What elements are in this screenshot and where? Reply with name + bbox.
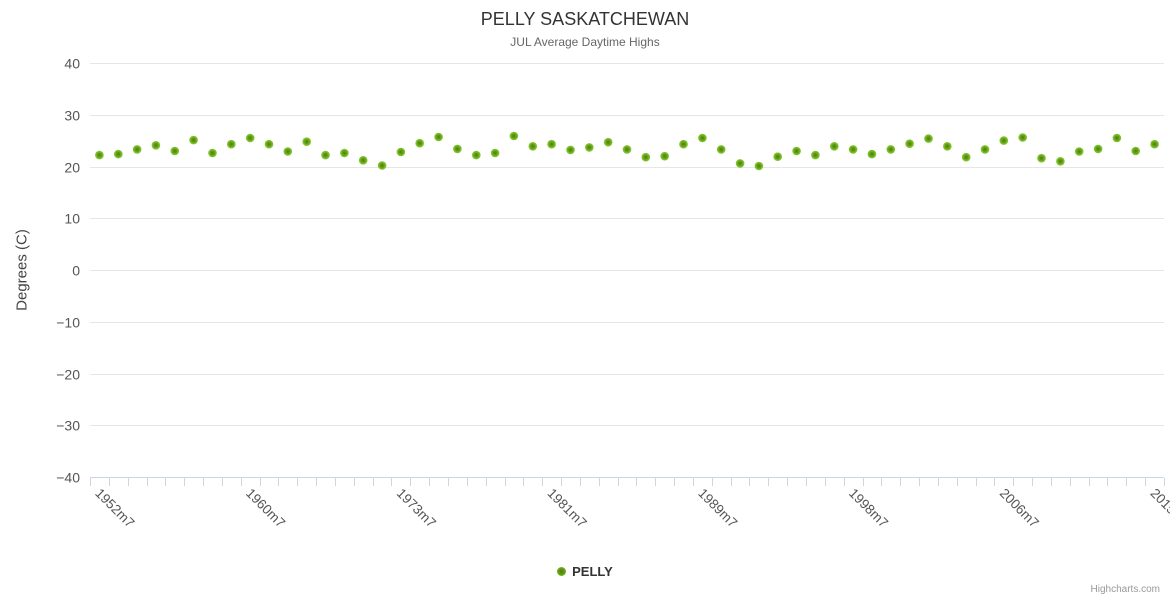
data-point[interactable]: [245, 133, 255, 143]
x-axis-label: 2015m7: [1147, 486, 1170, 531]
y-axis-label: −40: [56, 470, 80, 486]
data-point[interactable]: [170, 146, 180, 156]
data-point[interactable]: [208, 148, 217, 158]
data-point[interactable]: [660, 151, 669, 161]
legend-item[interactable]: PELLY: [0, 562, 1170, 580]
data-point[interactable]: [848, 145, 858, 154]
x-axis-label: 1973m7: [394, 486, 439, 531]
data-point[interactable]: [1093, 144, 1103, 154]
data-point[interactable]: [1018, 133, 1027, 142]
data-point[interactable]: [283, 147, 293, 156]
data-point[interactable]: [679, 139, 688, 149]
data-point[interactable]: [585, 143, 594, 152]
data-point[interactable]: [811, 150, 820, 160]
data-point[interactable]: [1150, 139, 1159, 149]
x-axis-label: 1960m7: [243, 486, 288, 531]
data-point[interactable]: [1112, 133, 1122, 143]
data-point[interactable]: [114, 149, 123, 159]
y-axis-label: −20: [56, 367, 80, 383]
data-point[interactable]: [340, 148, 349, 158]
data-point[interactable]: [472, 150, 481, 160]
data-point[interactable]: [132, 145, 142, 154]
legend-marker-icon: [557, 566, 567, 576]
data-point[interactable]: [641, 152, 651, 162]
data-point[interactable]: [792, 146, 801, 156]
data-point[interactable]: [358, 156, 368, 165]
data-point[interactable]: [264, 139, 274, 149]
data-point[interactable]: [189, 135, 198, 145]
y-axis-label: 40: [64, 56, 80, 72]
y-axis-label: 10: [64, 211, 80, 227]
chart-title: PELLY SASKATCHEWAN: [480, 9, 690, 29]
data-point[interactable]: [490, 148, 500, 158]
data-point[interactable]: [321, 150, 330, 160]
data-point[interactable]: [1037, 153, 1046, 163]
data-point[interactable]: [905, 139, 914, 148]
data-point[interactable]: [509, 131, 519, 141]
x-axis-label: 1989m7: [695, 486, 740, 531]
data-point[interactable]: [528, 142, 538, 151]
data-point[interactable]: [886, 145, 896, 154]
y-axis-label: 20: [64, 160, 80, 176]
data-point[interactable]: [735, 159, 745, 168]
x-axis-label: 1952m7: [92, 486, 137, 531]
data-point[interactable]: [1074, 147, 1084, 156]
data-point[interactable]: [227, 139, 236, 149]
chart-subtitle: JUL Average Daytime Highs: [510, 35, 660, 49]
data-point[interactable]: [151, 141, 161, 150]
data-point[interactable]: [1131, 146, 1140, 156]
data-point[interactable]: [566, 145, 575, 155]
data-point[interactable]: [415, 138, 425, 148]
data-point[interactable]: [434, 132, 443, 142]
data-point[interactable]: [698, 133, 707, 143]
data-point[interactable]: [924, 134, 933, 143]
highcharts-credits-link[interactable]: Highcharts.com: [1090, 584, 1160, 595]
legend-series-label: PELLY: [572, 563, 613, 579]
data-point[interactable]: [716, 145, 726, 154]
x-axis-label: 1998m7: [846, 486, 891, 531]
data-point[interactable]: [830, 142, 839, 151]
data-point[interactable]: [622, 145, 632, 154]
y-axis-label: 30: [64, 108, 80, 124]
data-point[interactable]: [1056, 157, 1065, 166]
data-point[interactable]: [453, 144, 462, 154]
data-point[interactable]: [603, 137, 613, 147]
data-point[interactable]: [943, 142, 952, 151]
data-point[interactable]: [95, 150, 104, 160]
y-axis-title: Degrees (C): [13, 229, 31, 311]
data-point[interactable]: [377, 161, 387, 170]
data-point[interactable]: [980, 145, 990, 154]
x-axis-label: 1981m7: [545, 486, 590, 531]
y-axis-label: −30: [56, 418, 80, 434]
x-axis-label: 2006m7: [997, 486, 1042, 531]
data-point[interactable]: [396, 147, 406, 157]
y-axis-label: −10: [56, 315, 80, 331]
data-point[interactable]: [961, 152, 971, 162]
data-point[interactable]: [302, 137, 312, 146]
y-axis-label: 0: [72, 263, 80, 279]
data-point[interactable]: [754, 161, 764, 171]
data-point[interactable]: [999, 136, 1009, 145]
data-point[interactable]: [547, 139, 556, 149]
data-point[interactable]: [773, 152, 782, 161]
data-point[interactable]: [867, 149, 877, 159]
